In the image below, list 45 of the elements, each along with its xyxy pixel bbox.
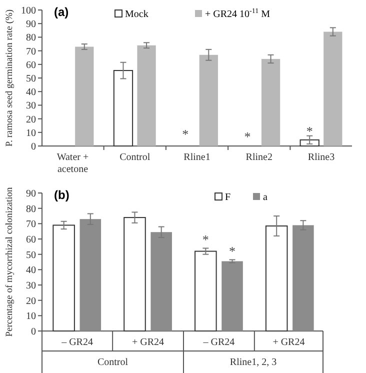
- x-tick-label: Rline3: [308, 152, 335, 163]
- x-tick-label: + GR24: [132, 337, 164, 348]
- annotation: *: [306, 124, 313, 139]
- x-tick-label: – GR24: [202, 337, 235, 348]
- annotation: *: [244, 129, 251, 144]
- x-tick-label: Water + acetone: [56, 152, 89, 175]
- x-tick-label: – GR24: [60, 337, 93, 348]
- legend-label: Mock: [125, 9, 148, 20]
- y-tick-label: 60: [26, 60, 36, 71]
- y-tick-label: 40: [26, 265, 36, 276]
- y-tick-label: 50: [26, 74, 36, 84]
- legend-label: a: [263, 192, 268, 203]
- x-tick-label: + GR24: [272, 337, 305, 348]
- annotation: *: [229, 244, 236, 259]
- y-tick-label: 20: [26, 296, 36, 307]
- y-tick-label: 10: [26, 311, 36, 322]
- text: Rline1, 2, 3: [230, 357, 277, 368]
- text: Control: [97, 357, 128, 368]
- y-tick-label: 90: [26, 188, 36, 200]
- y-tick-label: 70: [26, 219, 36, 230]
- y-tick-label: 70: [26, 46, 36, 58]
- x-tick-label: Rline1: [184, 152, 210, 163]
- x-tick-label: Rline2: [246, 152, 272, 163]
- annotation: *: [202, 232, 209, 248]
- y-tick-label: 0: [31, 326, 36, 338]
- y-tick-label: 60: [26, 234, 36, 246]
- y-tick-label: 30: [26, 280, 36, 292]
- legend-label: F: [225, 192, 231, 203]
- legend-label: + GR24 10$^{-11}$ M: [205, 7, 270, 20]
- y-tick-label: 100: [21, 6, 36, 16]
- chart-title: (a): [54, 5, 69, 19]
- y-tick-label: 50: [26, 250, 36, 261]
- y-tick-label: 40: [26, 87, 36, 98]
- y-tick-label: 20: [26, 114, 36, 126]
- y-tick-label: 0: [31, 142, 36, 152]
- y-axis-title: Percentage of mycorrhizal colonization: [5, 186, 15, 337]
- annotation: *: [182, 126, 189, 142]
- y-tick-label: 90: [26, 19, 36, 30]
- y-tick-label: 80: [26, 204, 36, 215]
- y-tick-label: 30: [26, 100, 36, 112]
- chart-title: (b): [54, 188, 70, 202]
- y-tick-label: 10: [26, 128, 36, 139]
- y-axis-title: P. ramosa seed germination rate (%): [5, 9, 15, 147]
- y-tick-label: 80: [26, 32, 36, 44]
- x-tick-label: Control: [120, 152, 150, 163]
